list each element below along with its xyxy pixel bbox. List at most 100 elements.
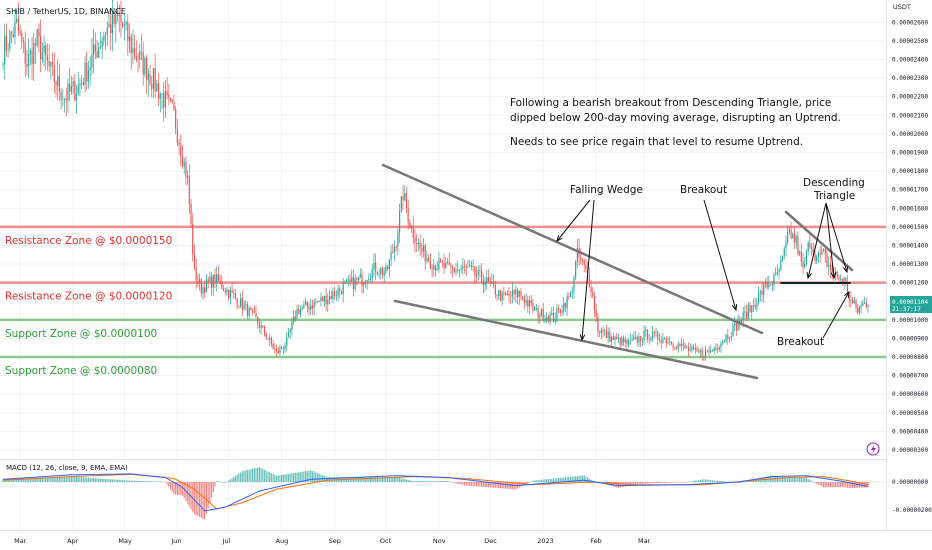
y-tick-label: 0.00000600 <box>892 391 929 398</box>
macd-histogram-bar <box>142 481 144 482</box>
macd-histogram-bar <box>265 470 267 482</box>
candle-body <box>291 322 293 331</box>
macd-histogram-bar <box>612 482 614 487</box>
candle-body <box>216 274 218 284</box>
macd-histogram-bar <box>836 482 838 488</box>
macd-histogram-bar <box>527 482 529 484</box>
macd-histogram-bar <box>368 477 370 482</box>
macd-histogram-bar <box>469 482 471 486</box>
candle-body <box>580 257 582 260</box>
macd-histogram-bar <box>144 481 146 482</box>
macd-histogram-bar <box>134 480 136 482</box>
macd-histogram-bar <box>387 477 389 482</box>
candle-body <box>800 251 802 262</box>
candle-body <box>551 312 553 315</box>
candle-body <box>559 308 561 313</box>
macd-histogram-bar <box>258 467 261 482</box>
candle-body <box>771 284 773 286</box>
macd-histogram-bar <box>304 471 307 482</box>
macd-histogram-bar <box>210 482 213 498</box>
candle-body <box>828 265 830 267</box>
candle-body <box>645 330 647 332</box>
macd-histogram-bar <box>233 477 235 482</box>
candle-body <box>190 203 192 224</box>
macd-histogram-bar <box>395 477 397 482</box>
macd-histogram-bar <box>207 482 209 509</box>
candle-body <box>149 74 151 84</box>
macd-histogram-bar <box>399 477 401 482</box>
macd-histogram-bar <box>778 476 780 482</box>
macd-histogram-bar <box>477 482 479 487</box>
macd-histogram-bar <box>619 482 621 488</box>
lightning-icon-ring[interactable] <box>866 442 880 456</box>
candle-body <box>392 252 394 254</box>
macd-histogram-bar <box>725 481 727 483</box>
candle-body <box>422 245 425 252</box>
macd-histogram-bar <box>410 480 413 482</box>
macd-histogram-bar <box>34 478 37 482</box>
candle-body <box>50 61 52 67</box>
macd-histogram-bar <box>245 470 247 482</box>
candle-body <box>619 337 621 346</box>
price-badge-value: 0.00001104 <box>892 299 929 306</box>
candle-body <box>534 308 536 311</box>
candle-body <box>313 301 315 309</box>
macd-histogram-bar <box>108 479 110 482</box>
candle-body <box>240 298 242 307</box>
candle-body <box>7 49 9 50</box>
candle-body <box>463 266 466 268</box>
macd-histogram-bar <box>474 482 476 487</box>
candle-body <box>446 261 449 263</box>
candle-body <box>742 312 744 321</box>
macd-histogram-bar <box>2 479 4 482</box>
macd-histogram-bar <box>711 480 714 482</box>
macd-histogram-bar <box>416 481 418 482</box>
candle-body <box>69 83 71 92</box>
candle-body <box>26 63 28 67</box>
macd-histogram-bar <box>318 473 320 482</box>
candle-body <box>301 307 303 310</box>
candle-body <box>711 350 714 352</box>
macd-histogram-bar <box>776 476 778 482</box>
time-axis[interactable]: Mar Apr May Jun Jul Aug Sep Oct Nov Dec 2023 Feb Mar <box>0 459 932 546</box>
macd-histogram-bar <box>371 477 373 482</box>
y-tick-label: 0.00000800 <box>892 354 929 361</box>
macd-histogram-bar <box>122 480 124 482</box>
macd-histogram-bar <box>89 477 91 482</box>
candle-body <box>581 259 584 261</box>
lightning-button[interactable] <box>866 442 880 456</box>
macd-histogram-bar <box>51 477 54 482</box>
macd-histogram-bar <box>120 479 122 482</box>
macd-histogram-bar <box>421 481 423 482</box>
lightning-icon[interactable] <box>871 445 876 454</box>
candle-body <box>648 339 650 341</box>
macd-histogram-bar <box>277 475 279 482</box>
annotation-line-3: Needs to see price regain that level to … <box>510 136 803 148</box>
candle-body <box>103 35 105 41</box>
macd-histogram-bar <box>694 480 696 482</box>
candle-body <box>499 290 502 301</box>
macd-histogram-bar <box>248 469 250 482</box>
price-axis[interactable]: 0.00002600 0.00002500 0.00002400 0.00002300… <box>886 0 929 530</box>
candle-body <box>198 279 201 283</box>
macd-histogram-bar <box>643 482 645 484</box>
candle-body <box>96 51 98 58</box>
candle-body <box>549 314 551 322</box>
candle-body <box>192 223 194 255</box>
candle-body <box>657 332 659 340</box>
candle-body <box>221 281 223 289</box>
macd-histogram-bar <box>672 482 674 483</box>
candle-body <box>399 211 401 233</box>
y-tick-label: 0.00002200 <box>892 94 929 101</box>
macd-histogram-bar <box>169 482 172 490</box>
macd-histogram-bar <box>506 482 508 489</box>
candle-body <box>734 323 736 326</box>
candlestick-series <box>2 0 869 361</box>
candle-body <box>759 290 761 294</box>
candle-body <box>778 269 780 272</box>
macd-histogram-bar <box>140 480 143 482</box>
candle-body <box>17 18 19 31</box>
macd-histogram-bar <box>583 475 585 482</box>
macd-histogram-bar <box>621 482 623 488</box>
